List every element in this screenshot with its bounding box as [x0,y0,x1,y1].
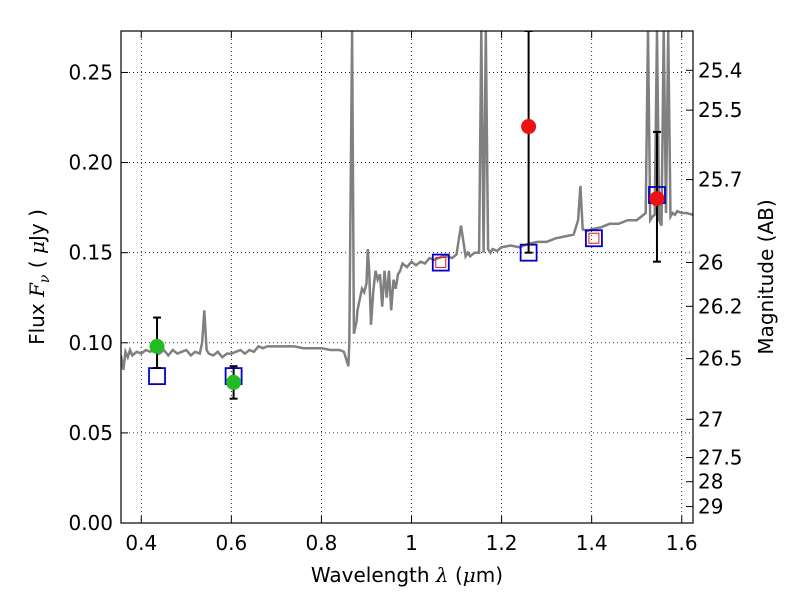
x-tick-label: 1.6 [666,531,698,555]
x-axis-label: Wavelength λ (μm) [311,563,503,587]
x-tick-label: 1.4 [576,531,608,555]
magnitude-tick-label: 27.5 [698,446,743,470]
x-tick-label: 0.8 [306,531,338,555]
model-point-square [431,253,450,272]
y-tick-label: 0.20 [68,151,113,175]
y-tick-label: 0.10 [68,331,113,355]
x-tick-label: 0.4 [125,531,157,555]
observed-point [521,119,537,135]
observed-point [226,374,242,390]
plot-area [121,31,693,370]
y-axis-label: Flux Fν ( μJy ) [25,209,53,345]
y-tick-label: 0.15 [68,241,113,265]
magnitude-tick-label: 26.2 [698,294,743,318]
plot-frame [120,30,694,524]
x-tick-label: 1 [405,531,418,555]
observed-point [649,191,665,207]
observed-point [588,232,600,244]
magnitude-tick-label: 25.5 [698,98,743,122]
model-point-square [585,229,603,248]
magnitude-tick-label: 25.4 [698,58,743,82]
magnitude-tick-label: 26 [698,251,723,275]
data-points [148,31,666,400]
magnitude-tick-label: 25.7 [698,168,743,192]
observed-point [435,257,447,269]
y-tick-label: 0.00 [68,511,113,535]
x-tick-label: 0.6 [215,531,247,555]
magnitude-tick-label: 29 [698,495,723,519]
magnitude-tick-label: 26.5 [698,347,743,371]
magnitude-axis-label: Magnitude (AB) [754,199,778,354]
axis-ticks: 0.4 0.6 0.8 1 1.2 1.4 1.6 0.00 0.05 0.10 0.15 0.20 0… [68,31,743,555]
model-spectrum-line [121,31,693,370]
observed-point [149,338,165,354]
x-tick-label: 1.2 [486,531,518,555]
y-tick-label: 0.05 [68,421,113,445]
magnitude-tick-label: 28 [698,470,723,494]
magnitude-tick-label: 27 [698,407,723,431]
y-tick-label: 0.25 [68,60,113,84]
